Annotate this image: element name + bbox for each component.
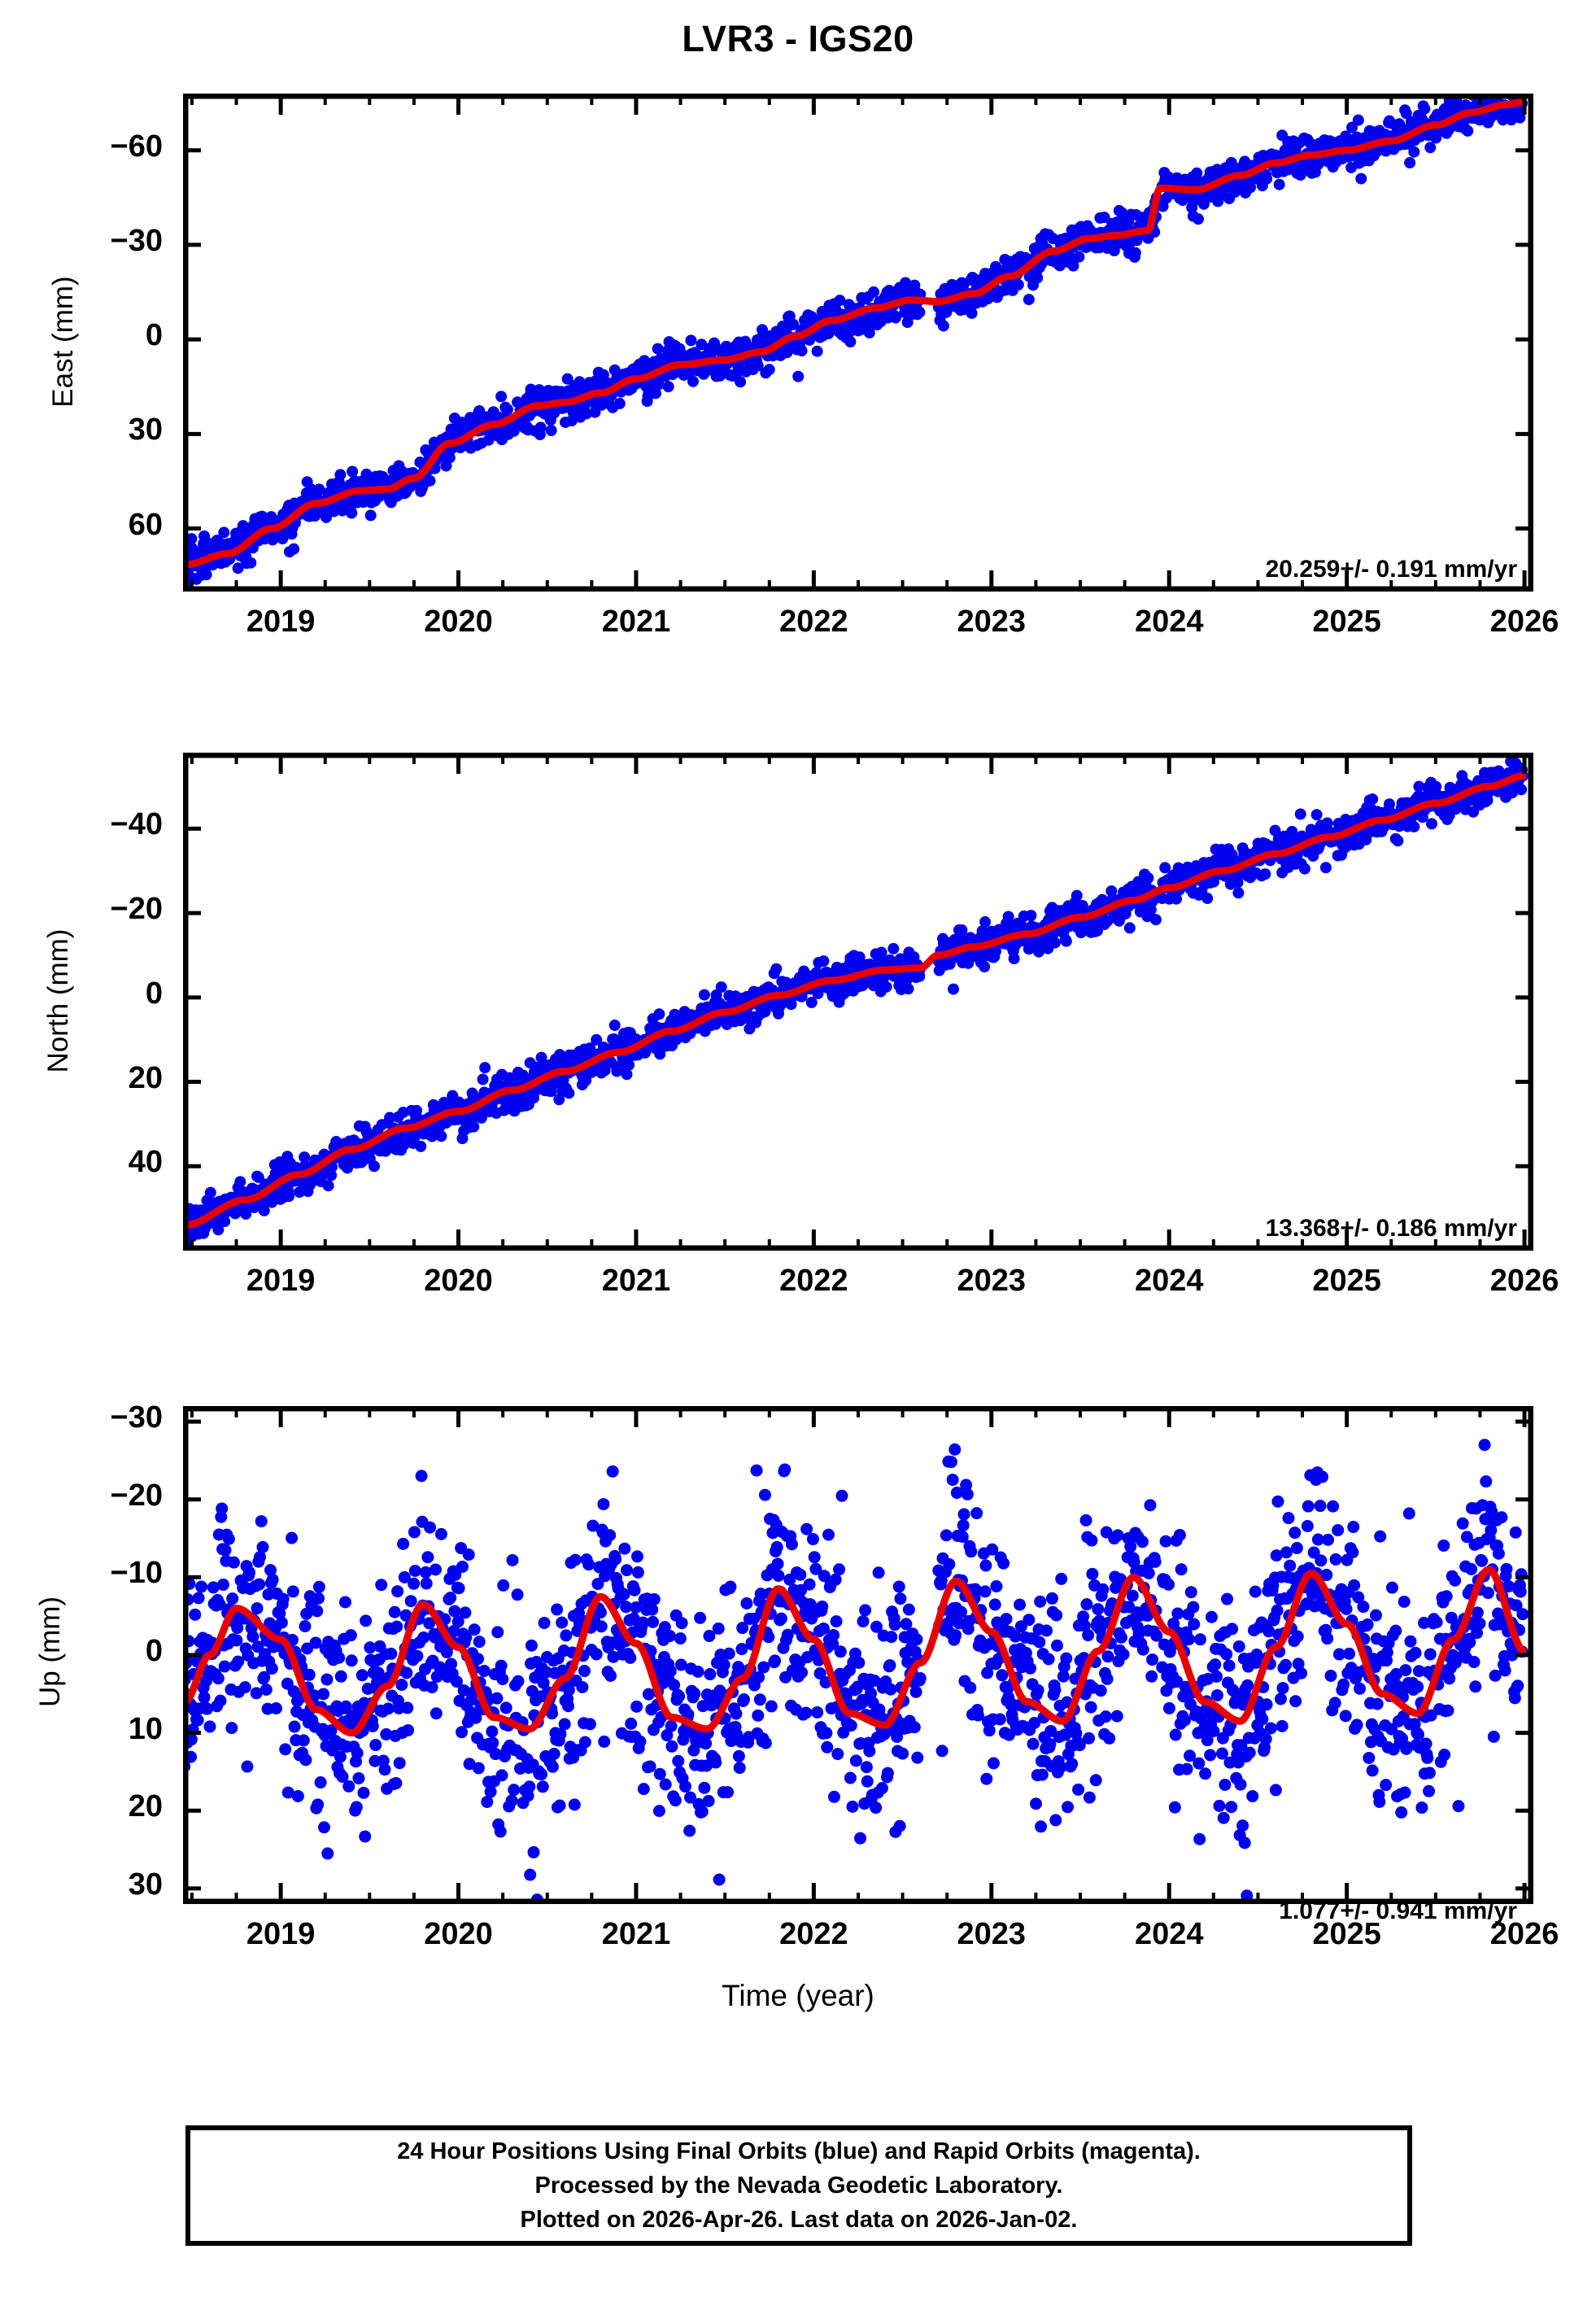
ytick-label-up: −10 [110,1556,163,1591]
footer-line-1: 24 Hour Positions Using Final Orbits (bl… [397,2138,1201,2164]
ytick-label-east: 0 [145,318,163,353]
xtick-label-north: 2020 [424,1264,493,1298]
xtick-label-north: 2026 [1489,1264,1559,1298]
ytick-label-east: 30 [128,413,163,448]
ytick-label-east: −60 [110,129,163,164]
panel-north-plot [183,753,1533,1251]
ytick-label-up: 30 [128,1867,163,1902]
xtick-label-east: 2025 [1312,605,1381,639]
xtick-label-north: 2025 [1312,1264,1381,1298]
ytick-label-east: 60 [128,507,163,542]
ytick-label-up: −30 [110,1400,163,1435]
ytick-label-north: 40 [128,1145,163,1180]
ytick-label-up: 0 [145,1634,163,1668]
xtick-label-east: 2026 [1489,605,1559,639]
xtick-label-north: 2022 [779,1264,848,1298]
xtick-label-east: 2023 [957,605,1027,639]
ytick-label-north: 20 [128,1060,163,1095]
xtick-label-north: 2021 [601,1264,671,1298]
panel-up [183,1406,1533,1904]
panel-up-plot [183,1406,1533,1904]
xtick-label-up: 2024 [1134,1917,1204,1951]
xtick-label-up: 2023 [957,1917,1027,1951]
ytick-label-up: 10 [128,1711,163,1746]
ytick-label-up: −20 [110,1478,163,1513]
xtick-label-north: 2024 [1134,1264,1204,1298]
xtick-label-up: 2022 [779,1917,848,1951]
xtick-label-east: 2020 [424,605,493,639]
xtick-label-up: 2020 [424,1917,493,1951]
ytick-label-east: −30 [110,223,163,258]
xtick-label-up: 2025 [1312,1917,1381,1951]
xtick-label-north: 2023 [957,1264,1027,1298]
ytick-label-up: 20 [128,1789,163,1824]
ytick-label-north: −40 [110,807,163,842]
xtick-label-east: 2022 [779,605,848,639]
rate-label-north: 13.368+/- 0.186 mm/yr [1265,1215,1517,1242]
xtick-label-east: 2024 [1134,605,1204,639]
rate-label-up: 1.077+/- 0.941 mm/yr [1279,1898,1517,1924]
xtick-label-up: 2026 [1489,1917,1559,1951]
footer-line-3: Plotted on 2026-Apr-26. Last data on 202… [520,2207,1078,2234]
panel-east [183,94,1533,592]
panel-north [183,753,1533,1251]
xtick-label-north: 2019 [246,1264,316,1298]
xtick-label-up: 2019 [246,1917,316,1951]
xtick-label-east: 2019 [246,605,316,639]
footer-caption-box: 24 Hour Positions Using Final Orbits (bl… [185,2125,1412,2246]
axis-label-time: Time (year) [722,1979,874,2012]
page-title: LVR3 - IGS20 [682,18,914,59]
xtick-label-up: 2021 [601,1917,671,1951]
rate-label-east: 20.259+/- 0.191 mm/yr [1265,556,1517,583]
footer-line-2: Processed by the Nevada Geodetic Laborat… [534,2172,1063,2199]
ytick-label-north: −20 [110,892,163,927]
xtick-label-east: 2021 [601,605,671,639]
panel-east-plot [183,94,1533,592]
ytick-label-north: 0 [145,976,163,1011]
